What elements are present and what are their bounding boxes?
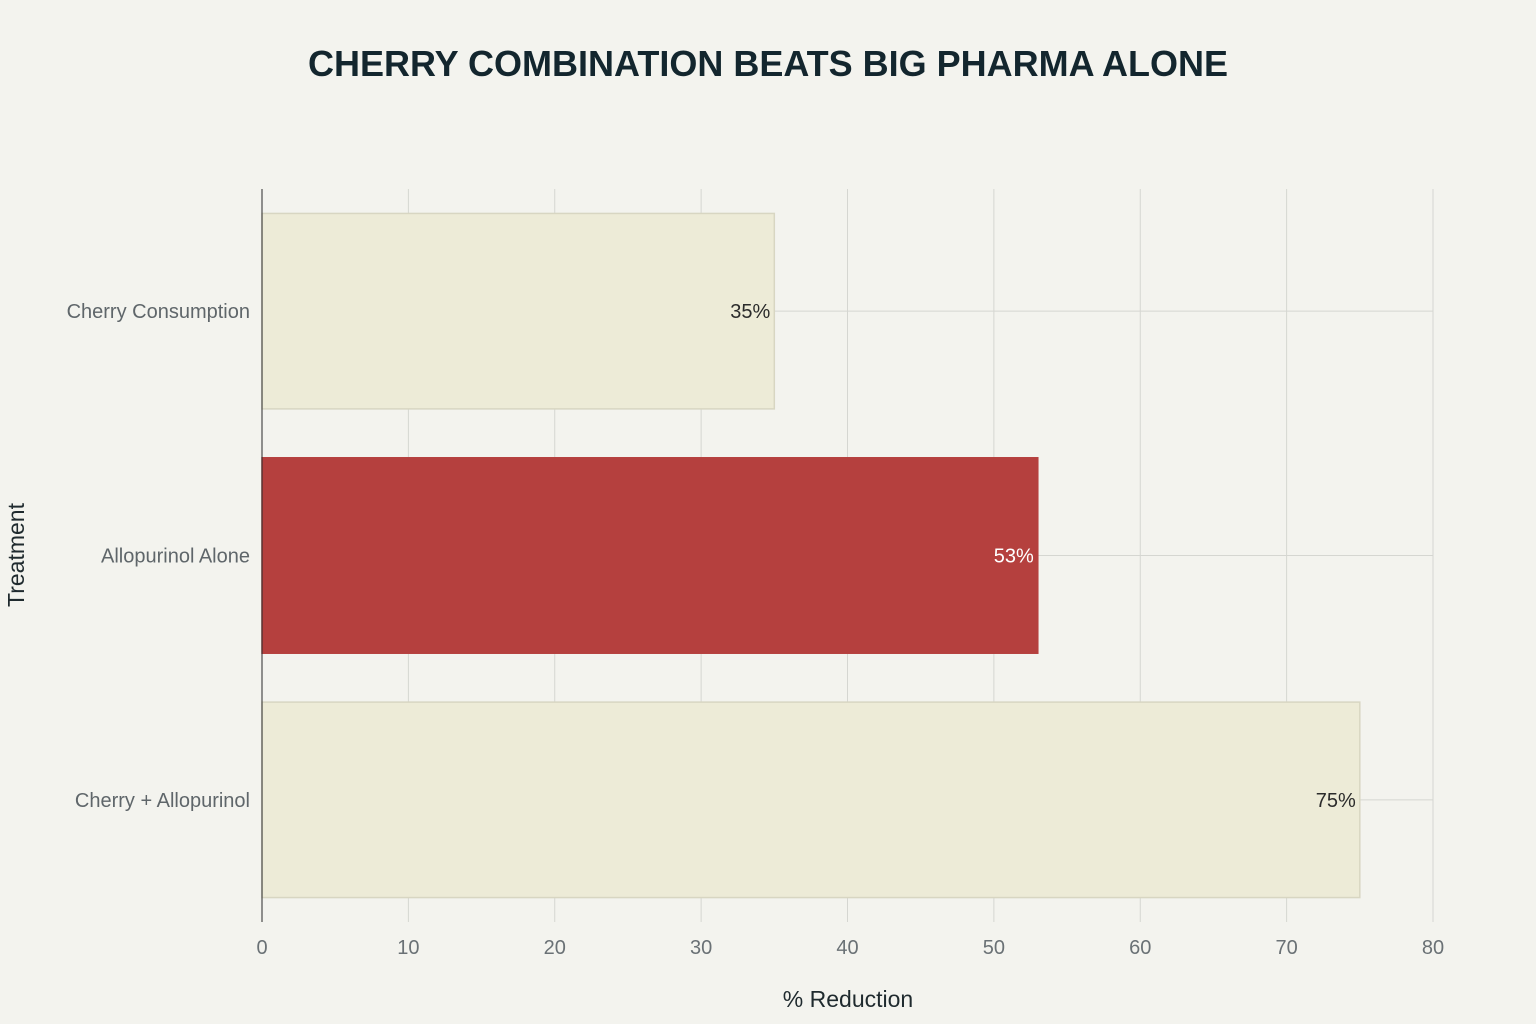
bar-1: [261, 212, 776, 410]
bar-3: [261, 701, 1361, 899]
y-category-label: Allopurinol Alone: [101, 546, 250, 568]
x-tick-label: 30: [690, 937, 712, 959]
chart-title: CHERRY COMBINATION BEATS BIG PHARMA ALON…: [308, 43, 1228, 84]
y-axis-title: Treatment: [3, 502, 29, 607]
x-tick-label: 70: [1276, 937, 1298, 959]
x-tick-label: 80: [1422, 937, 1444, 959]
x-axis-title: % Reduction: [783, 986, 913, 1012]
data-label: 35%: [730, 301, 770, 323]
x-tick-label: 60: [1129, 937, 1151, 959]
x-tick-label: 20: [544, 937, 566, 959]
y-category-label: Cherry Consumption: [67, 301, 250, 323]
x-tick-label: 10: [397, 937, 419, 959]
bar-2: [261, 457, 1039, 654]
data-label: 75%: [1316, 790, 1356, 812]
bars: 35% 53% 75%: [261, 212, 1361, 899]
data-label: 53%: [994, 546, 1034, 568]
x-tick-label: 50: [983, 937, 1005, 959]
x-axis-ticks: 0 10 20 30 40 50 60 70 80: [256, 937, 1444, 959]
x-tick-label: 40: [836, 937, 858, 959]
x-tick-label: 0: [256, 937, 267, 959]
y-category-label: Cherry + Allopurinol: [75, 790, 250, 812]
y-axis-categories: Cherry Consumption Allopurinol Alone Cherr…: [67, 301, 250, 812]
